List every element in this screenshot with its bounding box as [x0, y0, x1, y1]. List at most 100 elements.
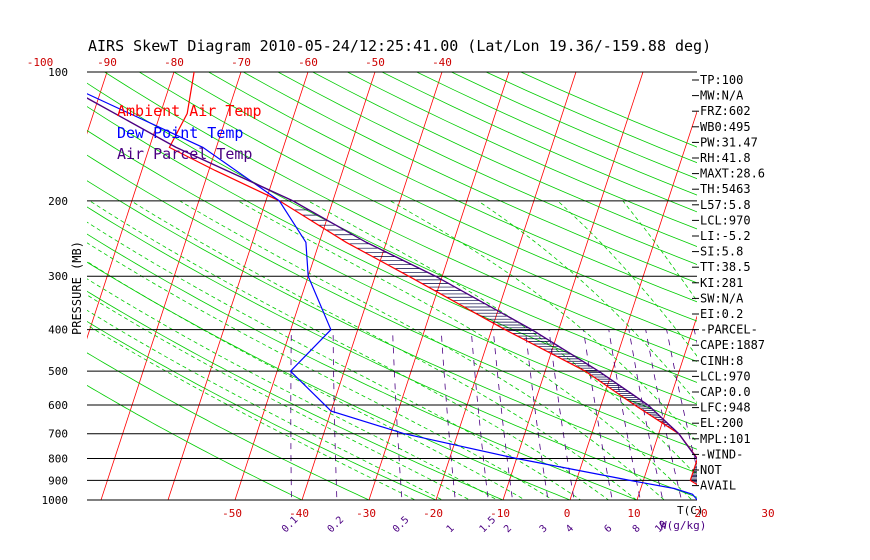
pressure-tick-label: 500: [48, 365, 68, 378]
dry-adiabat-line: [173, 72, 697, 322]
isobar-lines: [87, 71, 697, 501]
bottom-temp-tick-label: 10: [627, 507, 640, 520]
top-temp-tick-label: -50: [365, 56, 385, 69]
dry-adiabat-line: [87, 233, 639, 500]
stability-index-item: MPL:101: [700, 432, 751, 446]
pressure-tick-label: 800: [48, 453, 68, 466]
moist-adiabat-line: [179, 200, 665, 500]
mixing-ratio-line: [548, 329, 575, 500]
moist-adiabat-line: [390, 200, 697, 443]
stability-index-item: RH:41.8: [700, 151, 751, 165]
stability-index-item: CAP:0.0: [700, 385, 751, 399]
pressure-tick-labels: 100 200 300 400 500 600 700 800 900 1000: [42, 66, 69, 507]
isotherm-line: [100, 72, 242, 500]
stability-index-item: TP:100: [700, 73, 743, 87]
moist-adiabat-line: [237, 200, 693, 500]
top-temp-tick-label: -60: [298, 56, 318, 69]
moist-adiabat-line: [307, 200, 697, 477]
stability-index-item: -WIND-: [700, 447, 743, 461]
top-temp-tick-label: -80: [164, 56, 184, 69]
bottom-temp-tick-label: 30: [761, 507, 774, 520]
isotherm-line: [87, 72, 175, 340]
stability-index-item: CINH:8: [700, 354, 743, 368]
top-temp-tick-labels: -120-110-100-90-80-70-60-50-40: [27, 56, 452, 69]
dry-adiabat-line: [243, 72, 697, 284]
pressure-tick-label: 300: [48, 270, 68, 283]
top-temp-tick-label: -40: [432, 56, 452, 69]
mixing-ratio-line: [392, 329, 403, 500]
bottom-temp-tick-labels: -50 -40 -30 -20 -10 0 10 20 30: [222, 507, 775, 520]
dry-adiabat-line: [87, 320, 438, 500]
mixing-ratio-line: [332, 329, 338, 500]
stability-index-item: LCL:970: [700, 213, 751, 227]
stability-index-item: TH:5463: [700, 182, 751, 196]
stability-index-item: LI:-5.2: [700, 229, 751, 243]
cape-hatch-area: [293, 209, 697, 485]
stability-index-item: EI:0.2: [700, 307, 743, 321]
stability-index-item: TT:38.5: [700, 260, 751, 274]
top-temp-tick-label: -90: [97, 56, 117, 69]
moist-adiabat-line: [87, 242, 554, 500]
top-temp-tick-label: -100: [27, 56, 54, 69]
moist-adiabat-line: [130, 200, 638, 500]
dry-adiabat-line: [87, 180, 697, 474]
series-line-air-parcel-temp: [87, 97, 697, 461]
mixing-ratio-line: [290, 329, 292, 500]
isotherm-line: [569, 110, 697, 500]
stability-index-item: MW:N/A: [700, 89, 744, 103]
x-axis-unit-label: T(C): [677, 504, 704, 517]
dry-adiabat-line: [87, 206, 697, 498]
dry-adiabat-line: [87, 290, 505, 500]
moist-adiabat-line: [87, 278, 499, 500]
dry-adiabat-lines: [87, 72, 697, 500]
top-temp-tick-label: -70: [231, 56, 251, 69]
moist-adiabat-line: [87, 221, 582, 500]
pressure-tick-label: 900: [48, 474, 68, 487]
legend: Ambient Air Temp Dew Point Temp Air Parc…: [117, 102, 262, 163]
stability-index-item: LCL:970: [700, 369, 751, 383]
pressure-tick-label: 1000: [42, 494, 69, 507]
mixing-ratio-line: [492, 329, 513, 500]
legend-dew-point-temp: Dew Point Temp: [117, 124, 243, 142]
stability-index-item: PW:31.47: [700, 135, 758, 149]
bottom-temp-tick-label: 20: [694, 507, 707, 520]
dry-adiabat-line: [87, 106, 697, 405]
isotherm-line: [167, 72, 309, 500]
moist-adiabat-lines: [87, 200, 697, 500]
mixing-ratio-line: [608, 329, 641, 500]
mixing-ratio-line: [525, 329, 549, 500]
stability-index-item: L57:5.8: [700, 198, 751, 212]
pressure-tick-label: 200: [48, 195, 68, 208]
moist-adiabat-line: [87, 294, 471, 500]
moist-adiabat-line: [557, 200, 697, 357]
bottom-temp-tick-label: -50: [222, 507, 242, 520]
bottom-temp-tick-label: -30: [356, 507, 376, 520]
bottom-temp-tick-label: 0: [564, 507, 571, 520]
stability-index-item: MAXT:28.6: [700, 167, 765, 181]
dry-adiabat-line: [87, 352, 370, 500]
moist-adiabat-line: [87, 324, 416, 500]
isotherm-line: [301, 72, 443, 500]
stability-index-item: AVAIL: [700, 479, 736, 493]
stability-index-item: CAPE:1887: [700, 338, 765, 352]
mixing-ratio-line: [470, 329, 489, 500]
moist-adiabat-line: [87, 309, 444, 500]
bottom-temp-tick-label: -10: [490, 507, 510, 520]
dry-adiabat-line: [87, 82, 697, 383]
series-line-dew-point-temp: [87, 93, 697, 500]
stability-index-item: NOT: [700, 463, 722, 477]
dry-adiabat-line: [87, 129, 697, 427]
isotherm-line: [234, 72, 376, 500]
dry-adiabat-line: [87, 384, 303, 500]
dry-adiabat-line: [277, 72, 697, 265]
legend-ambient-air-temp: Ambient Air Temp: [117, 102, 262, 120]
mixing-ratio-line: [440, 329, 456, 500]
pressure-tick-label: 100: [48, 66, 68, 79]
isotherm-line: [435, 72, 577, 500]
moist-adiabat-line: [477, 200, 697, 404]
mixing-ratio-unit-label: W(g/kg): [660, 519, 706, 532]
pressure-tick-label: 600: [48, 399, 68, 412]
stability-index-item: LFC:948: [700, 401, 751, 415]
